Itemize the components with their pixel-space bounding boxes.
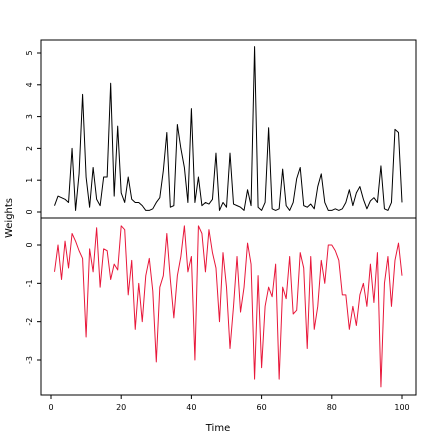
x-tick-label: 100 [394,403,409,412]
bottom-series-line [55,226,402,387]
x-axis-title: Time [205,423,230,434]
x-tick-label: 60 [257,403,267,412]
top-y-tick-label: 1 [25,178,34,183]
bottom-y-tick-label: -1 [25,279,34,287]
x-tick-label: 0 [48,403,53,412]
top-y-tick-label: 0 [25,209,34,214]
bottom-y-tick-label: -2 [25,318,34,326]
top-y-tick-label: 3 [25,114,34,119]
top-y-tick-label: 2 [25,146,34,151]
x-tick-label: 40 [186,403,196,412]
top-series-line [55,47,402,211]
y-axis-title: Weights [4,198,15,238]
x-tick-label: 80 [327,403,337,412]
top-panel: 0 1 2 3 4 5 [25,40,416,218]
bottom-y-tick-label: 0 [25,242,34,247]
x-tick-label: 20 [116,403,126,412]
bottom-panel: -3 -2 -1 0 [25,218,416,395]
bottom-y-tick-label: -3 [25,356,34,364]
top-y-tick-label: 5 [25,50,34,55]
x-axis: 0 20 40 60 80 100 [48,395,409,412]
top-frame [41,40,416,218]
top-y-tick-label: 4 [25,82,34,87]
